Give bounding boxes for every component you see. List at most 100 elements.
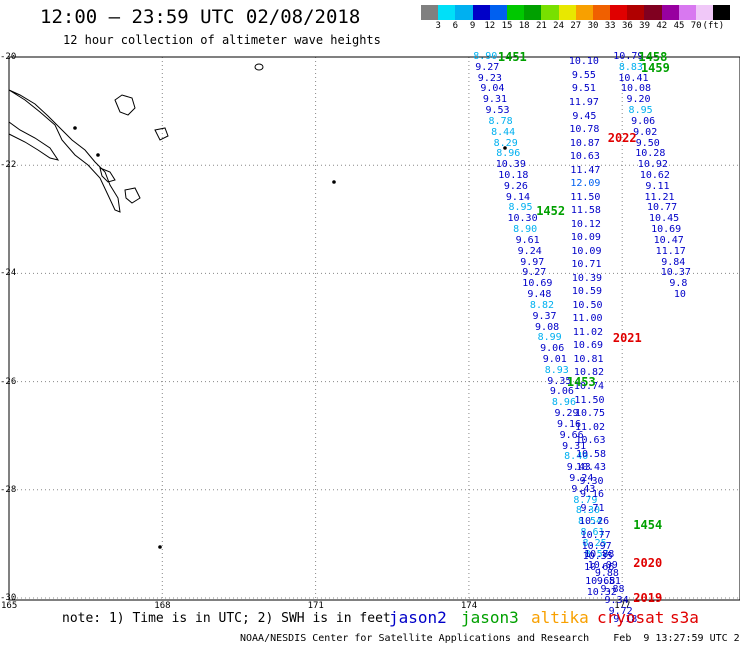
wave-height-reading: 11.58 xyxy=(570,205,601,217)
wave-height-reading: 10.50 xyxy=(572,299,603,311)
wave-height-reading: 10.77 xyxy=(580,529,611,541)
wave-height-reading: 9.37 xyxy=(532,310,557,322)
wave-height-reading: 9.01 xyxy=(542,353,567,365)
latitude-label: -20 xyxy=(0,52,17,62)
colorbar-tick: 15 xyxy=(501,21,513,31)
wave-height-reading: 9.06 xyxy=(540,343,565,355)
legend-s3a: s3a xyxy=(670,608,699,627)
wave-height-reading: 9.48 xyxy=(527,289,552,301)
wave-height-reading: 8.95 xyxy=(628,105,653,117)
wave-height-reading: 8.30 xyxy=(575,505,600,517)
wave-height-reading: 10.35 xyxy=(582,551,613,563)
wave-height-reading: 9.29 xyxy=(554,408,579,420)
wave-height-reading: 10.10 xyxy=(568,56,599,68)
wave-height-reading: 9.51 xyxy=(571,83,596,95)
legend-jason3: jason3 xyxy=(461,608,519,627)
coastline-segment xyxy=(254,63,264,71)
wave-height-reading: 10.43 xyxy=(575,462,607,474)
map-title: 12:00 — 23:59 UTC 02/08/2018 xyxy=(40,6,361,28)
wave-height-reading: 10.97 xyxy=(581,540,612,552)
wave-height-reading: 8.79 xyxy=(573,494,598,506)
pass-label: 1452 xyxy=(536,204,566,219)
colorbar-tick-labels: 3 6 9 12 15 18 21 24 27 30 33 36 39 42 45 70 (ft) xyxy=(421,21,740,33)
wave-height-reading: 11.47 xyxy=(570,164,601,176)
pass-label: 2022 xyxy=(607,131,637,146)
wave-height-reading: 10.71 xyxy=(571,259,602,271)
wave-height-reading: 9.18 xyxy=(613,613,638,625)
wave-height-reading: 11.50 xyxy=(570,191,601,203)
map-frame xyxy=(8,56,740,601)
wave-height-reading: 12.09 xyxy=(570,178,601,190)
wave-height-reading: 8.57 xyxy=(584,548,609,560)
wave-height-reading: 9.61 xyxy=(515,234,540,246)
wave-height-reading: 8.25 xyxy=(582,537,607,549)
coastline-new-caledonia xyxy=(8,63,507,549)
wave-height-reading: 8.82 xyxy=(529,299,555,311)
wave-height-reading: 8.99 xyxy=(537,332,562,344)
wave-height-reading: 8.90 xyxy=(513,224,538,236)
wave-height-reading: 9.14 xyxy=(505,191,530,203)
colorbar-tick: 70 xyxy=(690,21,702,31)
wave-height-reading: 11.50 xyxy=(574,394,605,406)
wave-height-reading: 10.88 xyxy=(584,548,615,560)
wave-height-reading: 9.27 xyxy=(475,61,500,73)
small-island xyxy=(332,180,336,184)
wave-height-reading: 8.44 xyxy=(491,126,516,138)
wave-height-reading: 10.09 xyxy=(571,245,602,257)
wave-height-reading: 10.59 xyxy=(571,286,602,298)
colorbar-swatch xyxy=(696,5,714,20)
colorbar-tick: 42 xyxy=(656,21,668,31)
wave-height-reading: 10.92 xyxy=(637,159,668,171)
colorbar-swatch xyxy=(575,5,593,20)
wave-height-reading: 9.55 xyxy=(571,69,596,81)
coastline-segment xyxy=(8,121,60,161)
small-island xyxy=(158,545,162,549)
colorbar-tick: 12 xyxy=(484,21,496,31)
colorbar-swatch xyxy=(558,5,576,20)
colorbar-swatch xyxy=(713,5,731,20)
wave-height-reading: 10.63 xyxy=(575,435,606,447)
wave-height-reading: 10.18 xyxy=(498,170,529,182)
wave-height-reading: 9.02 xyxy=(633,126,658,138)
legend-cryosat: cryosat xyxy=(597,608,665,627)
wave-height-reading: 9.24 xyxy=(569,472,594,484)
colorbar-swatch xyxy=(506,5,525,20)
wave-height-reading: 8.90 xyxy=(473,51,498,62)
wave-height-reading: 10.32 xyxy=(586,586,617,598)
wave-height-reading: 9.06 xyxy=(549,386,574,398)
wave-height-reading: 10.69 xyxy=(572,340,604,352)
wave-height-reading: 9.31 xyxy=(562,440,587,452)
wave-height-reading: 8.95 xyxy=(508,202,533,214)
wave-height-reading: 11.00 xyxy=(572,313,603,325)
map-subtitle: 12 hour collection of altimeter wave hei… xyxy=(63,33,381,47)
wave-height-reading: 9.20 xyxy=(626,94,651,106)
colorbar-swatch xyxy=(644,5,662,20)
wave-height-reading: 10.81 xyxy=(573,353,604,365)
wave-height-reading: 8.61 xyxy=(580,527,605,539)
colorbar-tick: 9 xyxy=(469,21,476,31)
wave-height-reading: 9.30 xyxy=(579,475,604,487)
wave-height-reading: 9.26 xyxy=(503,180,528,192)
wave-height-reading: 9.88 xyxy=(594,567,619,579)
wave-height-reading: 8.54 xyxy=(577,516,603,528)
small-island xyxy=(503,146,507,150)
wave-height-reading: 9.84 xyxy=(661,256,686,268)
colorbar-tick: 39 xyxy=(639,21,651,31)
pass-label: 1458 xyxy=(638,50,668,64)
wave-height-reading: 10.69 xyxy=(522,278,553,290)
wave-height-reading: 9.27 xyxy=(522,267,547,279)
latitude-label: -24 xyxy=(0,268,17,279)
latitude-label: -26 xyxy=(0,376,17,387)
wave-height-reading: 10.12 xyxy=(570,218,601,230)
colorbar-tick: 24 xyxy=(553,21,565,31)
colorbar-swatch xyxy=(438,5,456,20)
wave-height-reading: 11.17 xyxy=(655,245,686,257)
coastline-segment xyxy=(124,187,141,204)
colorbar-swatch xyxy=(421,5,439,20)
pass-label: 2020 xyxy=(633,555,663,570)
pass-label: 1451 xyxy=(497,50,527,64)
wave-height-reading: 9.43 xyxy=(566,462,591,474)
wave-height-reading: 10.68 xyxy=(585,575,616,587)
wave-height-reading: 10.26 xyxy=(579,516,610,528)
